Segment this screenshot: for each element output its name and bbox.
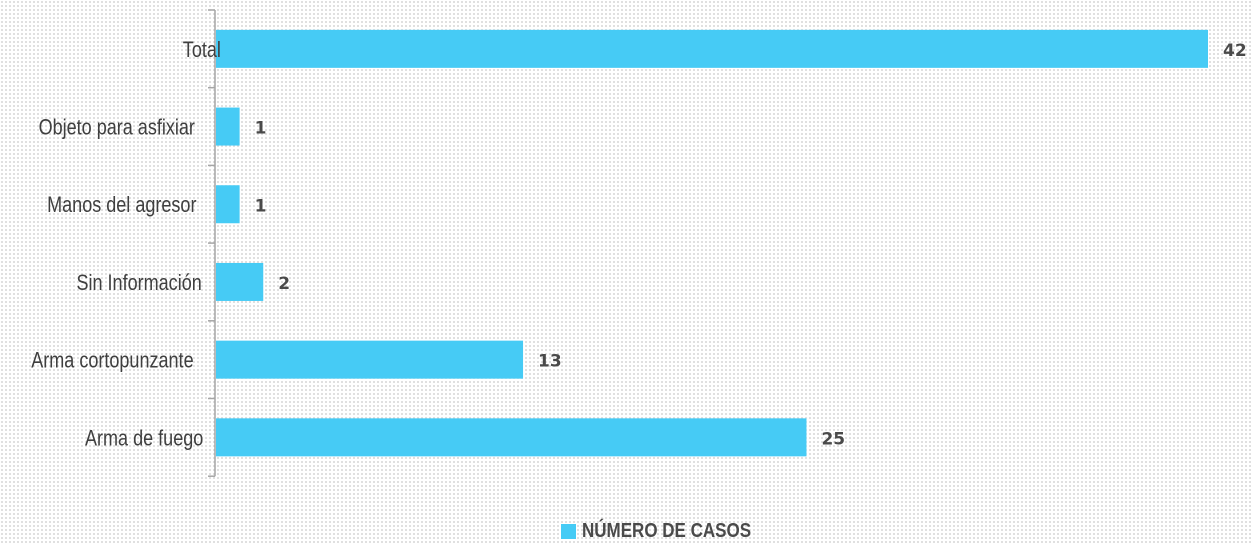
legend-label: NÚMERO DE CASOS	[582, 519, 752, 542]
data-label: 25	[821, 429, 845, 449]
legend: NÚMERO DE CASOS	[561, 518, 781, 544]
category-label: Objeto para asfixiar	[39, 116, 196, 140]
bar	[216, 29, 1208, 68]
bar	[216, 185, 240, 224]
category-label: Manos del agresor	[47, 194, 197, 218]
bar	[216, 262, 264, 301]
bar	[216, 107, 240, 146]
data-label: 2	[278, 274, 290, 294]
data-label: 13	[538, 352, 562, 372]
data-label: 42	[1223, 41, 1247, 61]
bar	[216, 418, 807, 457]
data-label: 1	[255, 119, 267, 139]
category-label: Arma cortopunzante	[31, 349, 193, 373]
category-label: Total	[183, 38, 221, 62]
legend-swatch	[561, 523, 576, 539]
category-label: Arma de fuego	[85, 427, 203, 451]
data-label: 1	[255, 196, 267, 216]
bar	[216, 340, 524, 379]
category-label: Sin Información	[76, 271, 201, 295]
